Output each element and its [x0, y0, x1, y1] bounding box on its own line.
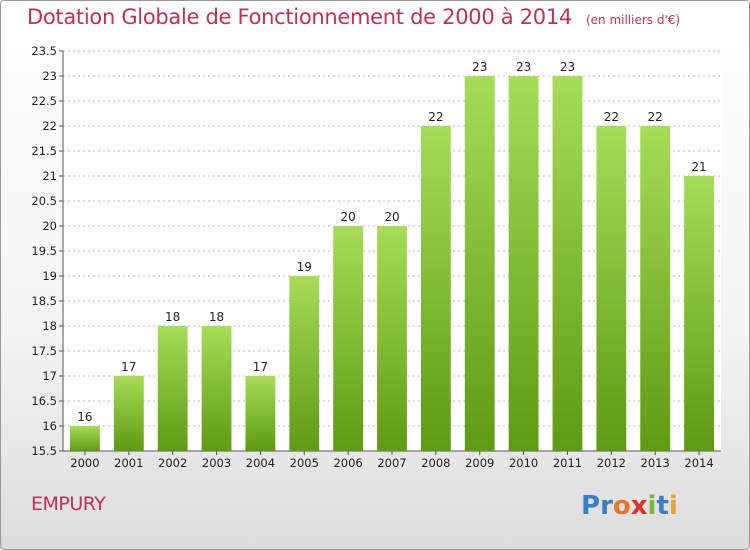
y-tick-label: 21 — [42, 169, 57, 183]
data-label: 18 — [165, 310, 180, 324]
data-label: 23 — [560, 60, 575, 74]
y-tick-label: 19 — [42, 269, 57, 283]
bar — [113, 376, 144, 451]
logo-letter: P — [581, 491, 601, 521]
data-label: 20 — [384, 210, 399, 224]
logo-letter: i — [647, 491, 657, 521]
x-tick-label: 2004 — [246, 456, 275, 470]
data-label: 17 — [121, 360, 136, 374]
logo-letter: i — [668, 491, 678, 521]
y-tick-label: 23 — [42, 69, 57, 83]
y-tick-label: 18 — [42, 319, 57, 333]
x-tick-label: 2008 — [421, 456, 450, 470]
logo-letter: t — [656, 491, 669, 521]
x-tick-label: 2010 — [509, 456, 538, 470]
title-row: Dotation Globale de Fonctionnement de 20… — [27, 5, 680, 29]
chart-title: Dotation Globale de Fonctionnement de 20… — [27, 5, 572, 29]
x-tick-label: 2014 — [684, 456, 713, 470]
x-tick-label: 2001 — [114, 456, 143, 470]
y-tick-label: 23.5 — [31, 44, 57, 58]
x-tick-label: 2007 — [377, 456, 406, 470]
y-tick-label: 21.5 — [31, 144, 57, 158]
y-tick-label: 17 — [42, 369, 57, 383]
y-tick-label: 20 — [42, 219, 57, 233]
data-label: 19 — [297, 260, 312, 274]
chart-subtitle: (en milliers d'€) — [585, 13, 681, 27]
x-tick-label: 2005 — [290, 456, 319, 470]
data-label: 16 — [77, 410, 92, 424]
x-tick-label: 2013 — [641, 456, 670, 470]
bar — [552, 76, 583, 451]
bar — [640, 126, 671, 451]
logo-letter: o — [612, 491, 631, 521]
bar — [157, 326, 188, 451]
x-tick-label: 2006 — [333, 456, 362, 470]
y-tick-label: 17.5 — [31, 344, 57, 358]
y-tick-label: 19.5 — [31, 244, 57, 258]
x-tick-label: 2003 — [202, 456, 231, 470]
data-label: 22 — [428, 110, 443, 124]
data-label: 22 — [648, 110, 663, 124]
x-tick-label: 2012 — [597, 456, 626, 470]
data-label: 21 — [691, 160, 706, 174]
data-label: 23 — [516, 60, 531, 74]
y-tick-label: 18.5 — [31, 294, 57, 308]
bar — [70, 426, 100, 451]
y-tick-label: 15.5 — [31, 444, 57, 458]
bar — [377, 226, 407, 451]
data-label: 23 — [472, 60, 487, 74]
bar — [684, 176, 714, 451]
logo-letter: r — [600, 491, 613, 521]
data-label: 17 — [253, 360, 268, 374]
logo-letter: x — [630, 491, 648, 521]
x-tick-label: 2009 — [465, 456, 494, 470]
data-label: 18 — [209, 310, 224, 324]
y-tick-label: 16.5 — [31, 394, 57, 408]
commune-name: EMPURY — [31, 493, 106, 515]
bar — [245, 376, 276, 451]
bar — [333, 226, 364, 451]
y-tick-label: 22 — [42, 119, 57, 133]
bar — [289, 276, 320, 451]
bar — [420, 126, 451, 451]
x-tick-label: 2011 — [553, 456, 582, 470]
x-tick-label: 2002 — [158, 456, 187, 470]
proxiti-logo: Proxiti — [581, 491, 678, 521]
y-tick-label: 22.5 — [31, 94, 57, 108]
data-label: 22 — [604, 110, 619, 124]
bar — [464, 76, 495, 451]
bar — [596, 126, 627, 451]
data-label: 20 — [340, 210, 355, 224]
bar — [201, 326, 232, 451]
y-tick-label: 20.5 — [31, 194, 57, 208]
y-tick-label: 16 — [42, 419, 57, 433]
x-tick-label: 2000 — [70, 456, 99, 470]
bar — [508, 76, 539, 451]
